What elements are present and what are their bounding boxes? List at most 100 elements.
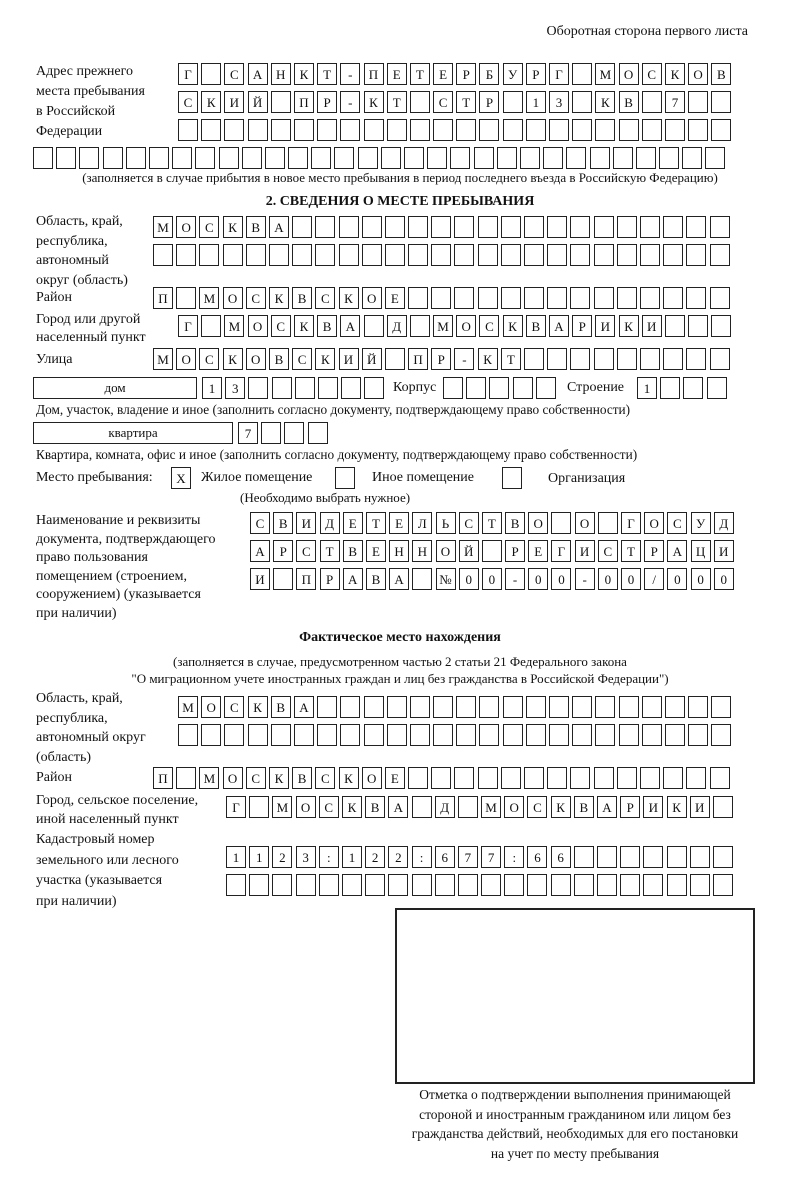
letter-cell[interactable]: Е [384, 767, 405, 789]
letter-cell[interactable] [688, 724, 709, 746]
letter-cell[interactable] [341, 874, 362, 896]
letter-cell[interactable] [686, 767, 707, 789]
letter-cell[interactable] [686, 348, 707, 370]
letter-cell[interactable] [512, 377, 533, 399]
letter-cell[interactable] [524, 767, 544, 789]
letter-cell[interactable]: 0 [621, 568, 641, 590]
letter-cell[interactable] [543, 147, 564, 169]
letter-cell[interactable] [411, 796, 432, 818]
letter-cell[interactable] [659, 147, 680, 169]
letter-cell[interactable] [477, 216, 498, 238]
letter-cell[interactable]: А [250, 540, 270, 562]
letter-cell[interactable]: С [433, 91, 454, 113]
letter-cell[interactable]: 0 [458, 568, 479, 590]
letter-cell[interactable] [643, 846, 664, 868]
letter-cell[interactable] [365, 874, 386, 896]
letter-cell[interactable]: М [153, 216, 173, 238]
letter-cell[interactable] [288, 147, 309, 169]
letter-cell[interactable] [639, 767, 660, 789]
letter-cell[interactable] [481, 874, 502, 896]
letter-cell[interactable] [524, 287, 544, 309]
letter-cell[interactable] [572, 724, 593, 746]
letter-cell[interactable] [709, 287, 730, 309]
letter-cell[interactable]: А [549, 315, 569, 337]
letter-cell[interactable]: Т [456, 91, 477, 113]
letter-cell[interactable]: Р [505, 540, 526, 562]
letter-cell[interactable]: К [477, 348, 498, 370]
letter-cell[interactable]: С [479, 315, 500, 337]
letter-cell[interactable] [456, 696, 477, 718]
letter-cell[interactable]: Е [528, 540, 549, 562]
letter-cell[interactable] [711, 696, 732, 718]
letter-cell[interactable] [294, 377, 315, 399]
letter-cell[interactable]: П [153, 767, 173, 789]
letter-cell[interactable]: 7 [664, 91, 685, 113]
letter-cell[interactable] [682, 147, 703, 169]
letter-cell[interactable]: У [690, 512, 711, 534]
letter-cell[interactable]: Н [270, 63, 291, 85]
letter-cell[interactable]: - [454, 348, 475, 370]
letter-cell[interactable]: К [222, 348, 243, 370]
letter-cell[interactable] [408, 216, 429, 238]
letter-cell[interactable]: Т [621, 540, 641, 562]
letter-cell[interactable]: В [270, 696, 291, 718]
letter-cell[interactable] [477, 287, 498, 309]
letter-cell[interactable] [454, 216, 475, 238]
letter-cell[interactable] [683, 377, 704, 399]
letter-cell[interactable]: : [318, 846, 339, 868]
letter-cell[interactable] [496, 147, 517, 169]
letter-cell[interactable] [709, 244, 730, 266]
letter-cell[interactable]: - [574, 568, 595, 590]
letter-cell[interactable] [409, 696, 430, 718]
letter-cell[interactable] [524, 348, 544, 370]
letter-cell[interactable]: 1 [226, 846, 246, 868]
letter-cell[interactable] [317, 377, 338, 399]
letter-cell[interactable] [386, 696, 407, 718]
letter-cell[interactable] [443, 377, 463, 399]
letter-cell[interactable] [618, 119, 639, 141]
letter-cell[interactable] [125, 147, 146, 169]
letter-cell[interactable]: 2 [365, 846, 386, 868]
letter-cell[interactable] [664, 724, 685, 746]
letter-cell[interactable] [663, 287, 684, 309]
letter-cell[interactable] [176, 244, 197, 266]
letter-cell[interactable] [249, 796, 270, 818]
letter-cell[interactable]: С [315, 287, 336, 309]
letter-cell[interactable]: К [618, 315, 639, 337]
letter-cell[interactable] [434, 874, 455, 896]
letter-cell[interactable] [311, 147, 332, 169]
letter-cell[interactable] [388, 874, 409, 896]
letter-cell[interactable] [433, 119, 454, 141]
letter-cell[interactable] [689, 846, 710, 868]
letter-cell[interactable]: 0 [528, 568, 549, 590]
letter-cell[interactable]: Е [342, 512, 363, 534]
letter-cell[interactable] [589, 147, 610, 169]
letter-cell[interactable] [502, 696, 523, 718]
letter-cell[interactable]: С [667, 512, 688, 534]
letter-cell[interactable]: К [201, 91, 222, 113]
letter-cell[interactable] [218, 147, 239, 169]
letter-cell[interactable] [409, 315, 430, 337]
letter-cell[interactable]: В [365, 568, 386, 590]
letter-cell[interactable] [500, 244, 521, 266]
letter-cell[interactable] [572, 696, 593, 718]
letter-cell[interactable]: О [361, 287, 382, 309]
letter-cell[interactable] [195, 147, 216, 169]
letter-cell[interactable]: Д [386, 315, 407, 337]
letter-cell[interactable] [270, 724, 291, 746]
letter-cell[interactable]: А [268, 216, 289, 238]
letter-cell[interactable]: : [504, 846, 525, 868]
letter-cell[interactable]: Т [500, 348, 521, 370]
letter-cell[interactable] [547, 216, 568, 238]
letter-cell[interactable]: С [270, 315, 291, 337]
letter-cell[interactable] [593, 348, 614, 370]
letter-cell[interactable]: С [458, 512, 479, 534]
letter-cell[interactable] [293, 724, 314, 746]
letter-cell[interactable]: Д [434, 796, 455, 818]
letter-cell[interactable]: К [293, 63, 314, 85]
letter-cell[interactable]: 6 [434, 846, 455, 868]
letter-cell[interactable]: 2 [388, 846, 409, 868]
letter-cell[interactable]: К [268, 767, 289, 789]
letter-cell[interactable]: Е [365, 540, 386, 562]
letter-cell[interactable]: М [199, 287, 220, 309]
